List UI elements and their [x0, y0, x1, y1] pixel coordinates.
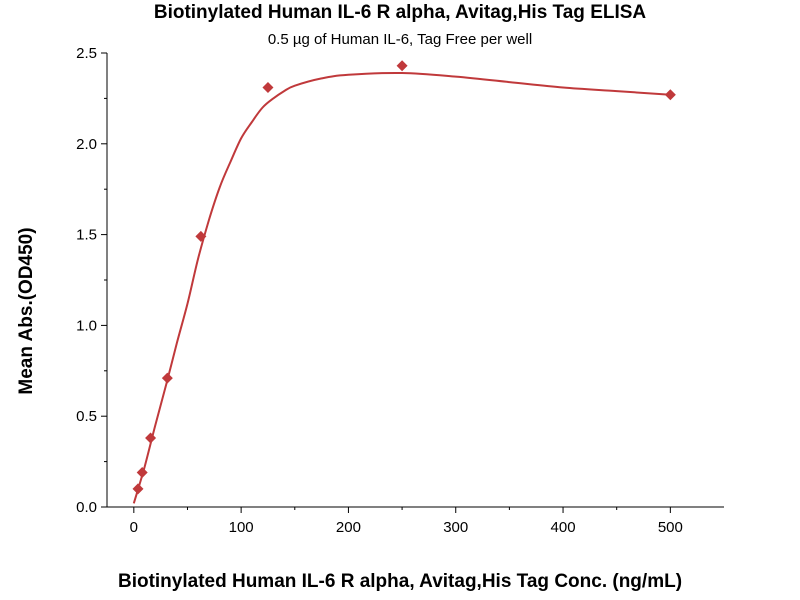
data-point — [195, 230, 207, 242]
chart-subtitle: 0.5 µg of Human IL-6, Tag Free per well — [267, 31, 533, 48]
data-point — [161, 372, 173, 384]
y-axis-label: Mean Abs.(OD450) — [16, 227, 37, 395]
data-point — [145, 432, 157, 444]
fit-curve-layer — [132, 71, 671, 504]
x-tick-label: 400 — [551, 519, 576, 536]
data-points-layer — [132, 60, 676, 495]
chart-title: Biotinylated Human IL-6 R alpha, Avitag,… — [153, 2, 647, 23]
x-tick-label: 300 — [443, 519, 468, 536]
y-tick-label: 0.5 — [76, 408, 97, 425]
x-tick-label: 100 — [229, 519, 254, 536]
y-tick-label: 1.5 — [76, 227, 97, 244]
x-tick-label: 0 — [130, 519, 138, 536]
data-point — [664, 89, 676, 101]
data-point — [132, 483, 144, 495]
y-tick-label: 0.0 — [76, 499, 97, 516]
data-point — [396, 60, 408, 72]
x-tick-label: 500 — [658, 519, 683, 536]
y-tick-label: 2.0 — [76, 136, 97, 153]
x-axis-label: Biotinylated Human IL-6 R alpha, Avitag,… — [117, 571, 683, 592]
y-tick-label: 2.5 — [76, 45, 97, 62]
data-point — [136, 466, 148, 478]
fit-curve — [132, 71, 671, 504]
x-tick-label: 200 — [336, 519, 361, 536]
y-tick-label: 1.0 — [76, 317, 97, 334]
data-point — [262, 82, 274, 94]
axes: 0 100 200 300 400 500 0.0 0.5 1.0 1.5 2.0 2.5 — [76, 45, 724, 536]
